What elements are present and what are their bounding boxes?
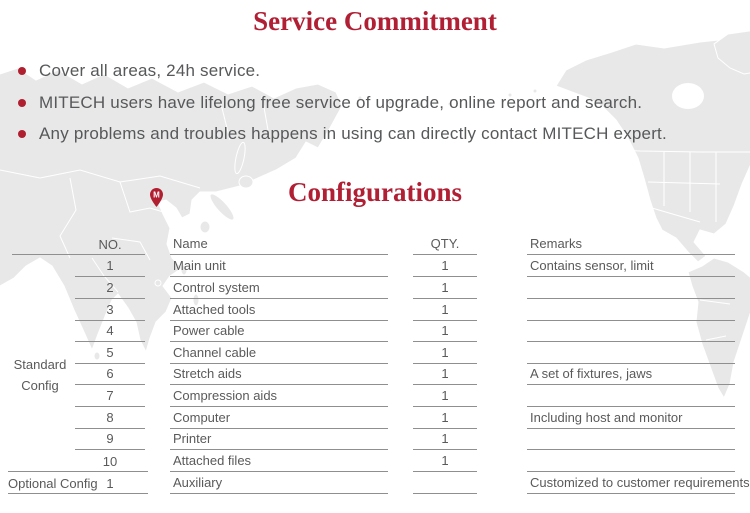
- col-header-qty: QTY.: [413, 233, 477, 255]
- bullet-item: Cover all areas, 24h service.: [18, 61, 260, 81]
- cell-no: 5: [75, 342, 145, 364]
- cell-qty: 1: [413, 299, 477, 321]
- map-eurasia: [0, 67, 343, 354]
- bullet-item: MITECH users have lifelong free service …: [18, 93, 642, 113]
- cell-remarks: [527, 342, 735, 364]
- group-label-standard-line1: Standard: [13, 357, 67, 372]
- cell-no: 6: [75, 363, 145, 385]
- cell-no: 7: [75, 385, 145, 407]
- cell-name: Power cable: [170, 320, 388, 342]
- col-header-no: NO.: [98, 236, 122, 252]
- table-row: 9 Printer 1: [0, 428, 750, 450]
- cell-name: Auxiliary: [170, 472, 388, 494]
- cell-name: Channel cable: [170, 342, 388, 364]
- svg-text:M: M: [153, 191, 160, 200]
- cell-no: 1: [106, 475, 114, 491]
- table-divider: [8, 471, 148, 472]
- cell-remarks: [527, 450, 735, 472]
- group-label-optional: Optional Config: [8, 475, 98, 491]
- cell-name: Printer: [170, 428, 388, 450]
- cell-qty: 1: [413, 320, 477, 342]
- cell-remarks: Including host and monitor: [527, 407, 735, 429]
- bullet-item: Any problems and troubles happens in usi…: [18, 124, 667, 144]
- cell-remarks: Customized to customer requirements: [527, 472, 750, 494]
- location-pin-icon: M: [150, 188, 163, 207]
- cell-qty: 1: [413, 385, 477, 407]
- table-row: 2 Control system 1: [0, 277, 750, 299]
- table-row-optional: Optional Config 1 Auxiliary Customized t…: [0, 472, 750, 494]
- cell-no: 10: [102, 453, 118, 469]
- map-greenland: [713, 30, 750, 75]
- cell-no: 2: [75, 277, 145, 299]
- cell-name: Main unit: [170, 255, 388, 277]
- map-aleutians: [358, 89, 537, 107]
- map-hainan: [154, 279, 162, 287]
- table-row: 7 Compression aids 1: [0, 385, 750, 407]
- table-divider: [8, 493, 148, 494]
- cell-qty: 1: [413, 342, 477, 364]
- table-row: 8 Computer 1 Including host and monitor: [0, 407, 750, 429]
- map-sri-lanka: [93, 351, 101, 361]
- bullet-dot-icon: [18, 99, 26, 107]
- cell-qty: 1: [413, 277, 477, 299]
- cell-qty: 1: [413, 407, 477, 429]
- cell-remarks: [527, 428, 735, 450]
- cell-qty: 1: [413, 255, 477, 277]
- cell-no: 4: [75, 320, 145, 342]
- cell-name: Control system: [170, 277, 388, 299]
- cell-remarks: Contains sensor, limit: [527, 255, 735, 277]
- cell-no: 9: [75, 428, 145, 450]
- cell-qty: 1: [413, 363, 477, 385]
- table-row: 1 Main unit 1 Contains sensor, limit: [0, 255, 750, 277]
- cell-no: 3: [75, 299, 145, 321]
- cell-qty: 1: [413, 428, 477, 450]
- table-row: 5 Channel cable 1: [0, 342, 750, 364]
- cell-remarks: [527, 385, 735, 407]
- group-label-standard-line2: Config: [21, 378, 59, 393]
- service-commitment-title: Service Commitment: [253, 6, 497, 36]
- map-japan-honshu: [209, 193, 235, 221]
- cell-qty: 1: [413, 450, 477, 472]
- map-japan-hokkaido: [238, 175, 254, 189]
- cell-remarks: [527, 299, 735, 321]
- cell-name: Computer: [170, 407, 388, 429]
- table-divider: [12, 254, 145, 255]
- map-philippines: [192, 293, 200, 307]
- bullet-text: MITECH users have lifelong free service …: [39, 93, 643, 112]
- cell-remarks: A set of fixtures, jaws: [527, 363, 735, 385]
- bullet-text: Any problems and troubles happens in usi…: [39, 124, 667, 143]
- map-hudson-bay: [672, 83, 704, 109]
- table-row: 6 Stretch aids 1 A set of fixtures, jaws: [0, 363, 750, 385]
- cell-no: 1: [75, 255, 145, 277]
- map-japan-kyushu: [199, 220, 211, 234]
- col-header-name: Name: [170, 233, 388, 255]
- cell-name: Attached tools: [170, 299, 388, 321]
- cell-name: Attached files: [170, 450, 388, 472]
- table-row: 10 Attached files 1: [0, 450, 750, 472]
- cell-remarks: [527, 320, 735, 342]
- cell-no: 8: [75, 407, 145, 429]
- col-header-remarks: Remarks: [527, 233, 735, 255]
- cell-remarks: [527, 277, 735, 299]
- cell-name: Compression aids: [170, 385, 388, 407]
- table-header-row: NO. Name QTY. Remarks: [0, 233, 750, 255]
- bullet-dot-icon: [18, 67, 26, 75]
- table-row: 4 Power cable 1: [0, 320, 750, 342]
- map-taiwan: [180, 264, 188, 276]
- map-sakhalin: [234, 141, 246, 175]
- bullet-dot-icon: [18, 130, 26, 138]
- map-country-borders: [0, 95, 750, 341]
- cell-qty: [413, 472, 477, 494]
- cell-name: Stretch aids: [170, 363, 388, 385]
- table-row: 3 Attached tools 1: [0, 299, 750, 321]
- configurations-title: Configurations: [287, 177, 463, 207]
- group-label-standard: Standard Config: [8, 354, 72, 396]
- bullet-text: Cover all areas, 24h service.: [39, 61, 261, 80]
